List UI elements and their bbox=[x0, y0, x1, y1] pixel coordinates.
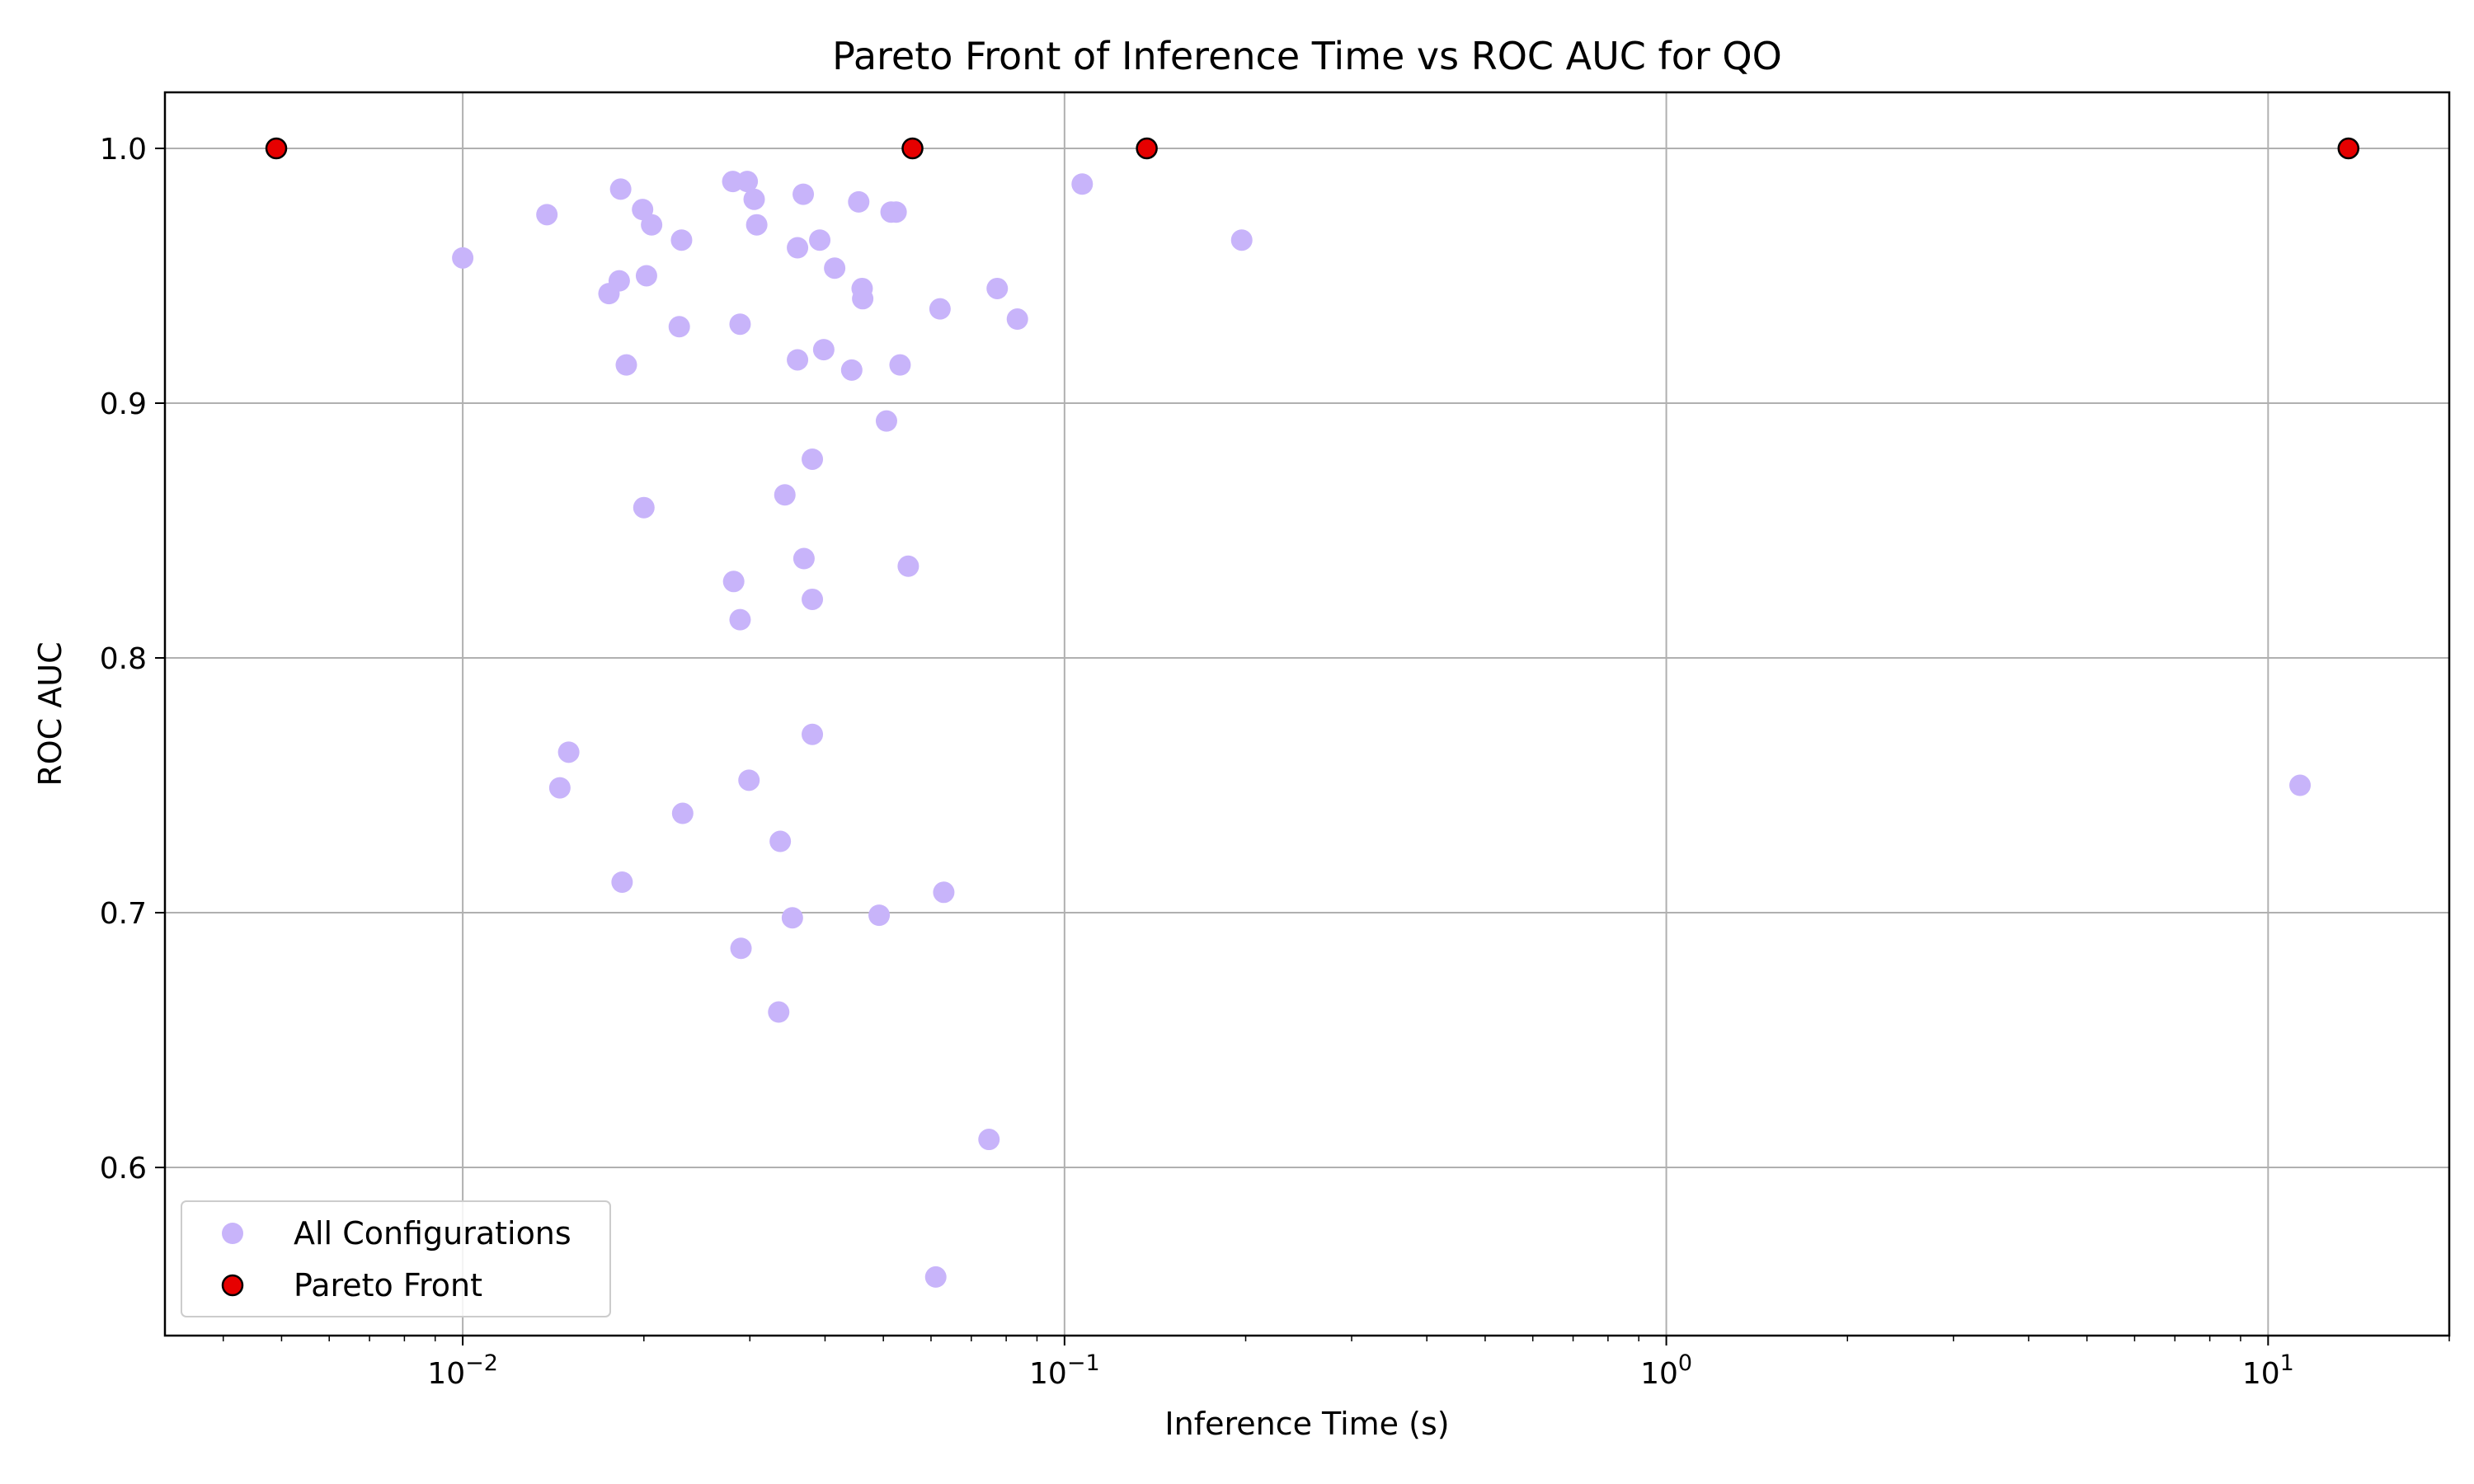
x-tick-label: 101 bbox=[2242, 1350, 2294, 1391]
config-point bbox=[452, 247, 474, 269]
config-point bbox=[812, 339, 835, 361]
plot-frame bbox=[163, 91, 2451, 1337]
config-point bbox=[611, 871, 633, 893]
x-axis: 10−2 10−1 100 101 bbox=[222, 1336, 2450, 1391]
pareto-point bbox=[2337, 137, 2360, 160]
y-axis: 0.6 0.7 0.8 0.9 1.0 bbox=[100, 133, 165, 1186]
config-point bbox=[781, 907, 803, 929]
y-tick-label: 0.8 bbox=[100, 642, 147, 676]
config-point bbox=[548, 777, 571, 799]
pareto-point bbox=[265, 137, 288, 160]
config-point bbox=[848, 190, 870, 213]
config-point bbox=[2289, 774, 2312, 796]
pareto-point bbox=[901, 137, 924, 160]
config-point bbox=[598, 283, 620, 305]
config-point bbox=[729, 608, 751, 631]
config-point bbox=[852, 288, 874, 310]
y-axis-label: ROC AUC bbox=[32, 641, 68, 786]
config-point bbox=[787, 349, 809, 371]
config-point bbox=[745, 214, 768, 236]
x-tick-label: 100 bbox=[1640, 1350, 1692, 1391]
config-point bbox=[671, 802, 694, 824]
config-point bbox=[885, 201, 907, 223]
y-tick-label: 0.9 bbox=[100, 387, 147, 421]
config-point bbox=[722, 571, 745, 593]
config-point bbox=[668, 316, 690, 338]
config-point bbox=[986, 277, 1009, 299]
config-point bbox=[978, 1129, 1000, 1151]
config-point bbox=[1006, 308, 1028, 331]
x-axis-label: Inference Time (s) bbox=[1164, 1406, 1449, 1442]
config-point bbox=[868, 904, 891, 927]
config-point bbox=[738, 769, 760, 791]
config-point bbox=[736, 171, 759, 193]
config-point bbox=[1230, 229, 1253, 251]
config-point bbox=[609, 178, 632, 200]
config-point bbox=[933, 881, 955, 904]
chart-title: Pareto Front of Inference Time vs ROC AU… bbox=[832, 34, 1782, 78]
data-points bbox=[265, 137, 2360, 1288]
config-point bbox=[670, 229, 693, 251]
config-point bbox=[633, 496, 655, 519]
config-point bbox=[768, 1001, 790, 1023]
pareto-point bbox=[1136, 137, 1158, 160]
config-point bbox=[929, 298, 951, 320]
y-tick-label: 0.6 bbox=[100, 1152, 147, 1186]
legend-marker-all-configurations bbox=[222, 1223, 243, 1244]
config-point bbox=[769, 830, 792, 852]
config-point bbox=[897, 555, 920, 577]
config-point bbox=[809, 229, 831, 251]
config-point bbox=[1071, 173, 1094, 195]
legend-label: Pareto Front bbox=[294, 1267, 482, 1303]
config-point bbox=[743, 188, 765, 210]
config-point bbox=[802, 588, 824, 610]
legend-box bbox=[181, 1200, 611, 1317]
config-point bbox=[840, 359, 863, 381]
config-point bbox=[774, 484, 796, 506]
config-point bbox=[730, 937, 752, 960]
config-point bbox=[793, 183, 815, 205]
x-tick-label: 10−2 bbox=[427, 1350, 498, 1391]
config-point bbox=[824, 257, 846, 279]
config-point bbox=[557, 741, 580, 763]
config-point bbox=[536, 204, 558, 226]
x-tick-label: 10−1 bbox=[1029, 1350, 1100, 1391]
config-point bbox=[615, 354, 637, 376]
config-point bbox=[802, 448, 824, 470]
legend: All Configurations Pareto Front bbox=[181, 1200, 611, 1317]
y-tick-label: 0.7 bbox=[100, 897, 147, 931]
config-point bbox=[793, 547, 815, 570]
config-point bbox=[787, 237, 809, 259]
config-point bbox=[802, 723, 824, 745]
config-point bbox=[924, 1266, 947, 1288]
config-point bbox=[889, 354, 911, 376]
y-tick-label: 1.0 bbox=[100, 133, 147, 167]
config-point bbox=[635, 265, 657, 287]
config-point bbox=[641, 214, 663, 236]
config-point bbox=[729, 313, 751, 336]
legend-marker-pareto-front bbox=[221, 1274, 244, 1297]
legend-label: All Configurations bbox=[294, 1215, 571, 1252]
config-point bbox=[875, 410, 897, 432]
gridlines bbox=[165, 92, 2449, 1336]
